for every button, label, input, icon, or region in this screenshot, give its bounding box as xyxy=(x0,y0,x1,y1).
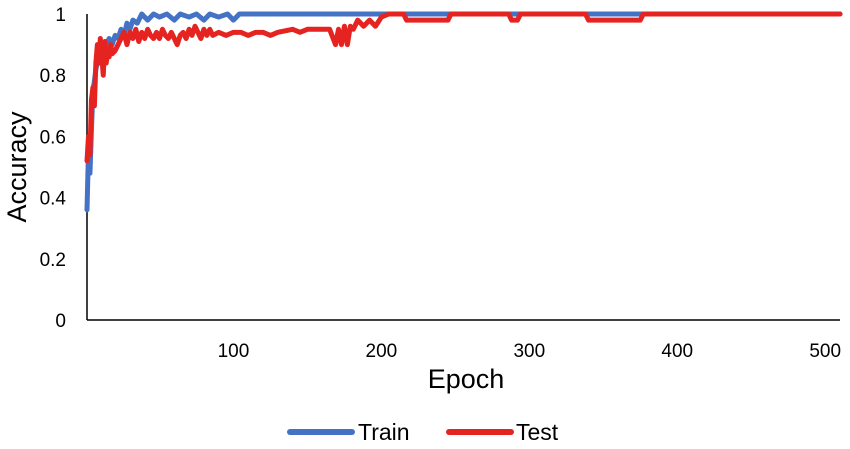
y-tick-label: 0.4 xyxy=(40,189,67,210)
x-tick-label: 200 xyxy=(366,341,398,362)
x-tick-labels: 100 200 300 400 500 xyxy=(218,341,841,362)
legend-label-test: Test xyxy=(516,419,559,445)
x-tick-label: 300 xyxy=(513,341,545,362)
series-line-train xyxy=(84,11,843,213)
axes xyxy=(86,14,840,321)
y-tick-label: 0.2 xyxy=(40,250,66,271)
y-tick-label: 1 xyxy=(55,5,66,26)
legend-label-train: Train xyxy=(358,419,410,445)
x-tick-label: 100 xyxy=(218,341,250,362)
series-line-test xyxy=(84,11,843,164)
y-tick-labels: 0 0.2 0.4 0.6 0.8 1 xyxy=(40,5,67,332)
y-tick-label: 0.6 xyxy=(40,127,66,148)
x-tick-label: 400 xyxy=(661,341,693,362)
y-tick-label: 0 xyxy=(55,311,66,332)
series-lines xyxy=(84,11,843,213)
y-axis-title: Accuracy xyxy=(2,111,32,223)
x-axis-title: Epoch xyxy=(428,364,505,394)
x-tick-label: 500 xyxy=(809,341,841,362)
y-tick-label: 0.8 xyxy=(40,66,66,87)
legend: Train Test xyxy=(287,419,559,445)
